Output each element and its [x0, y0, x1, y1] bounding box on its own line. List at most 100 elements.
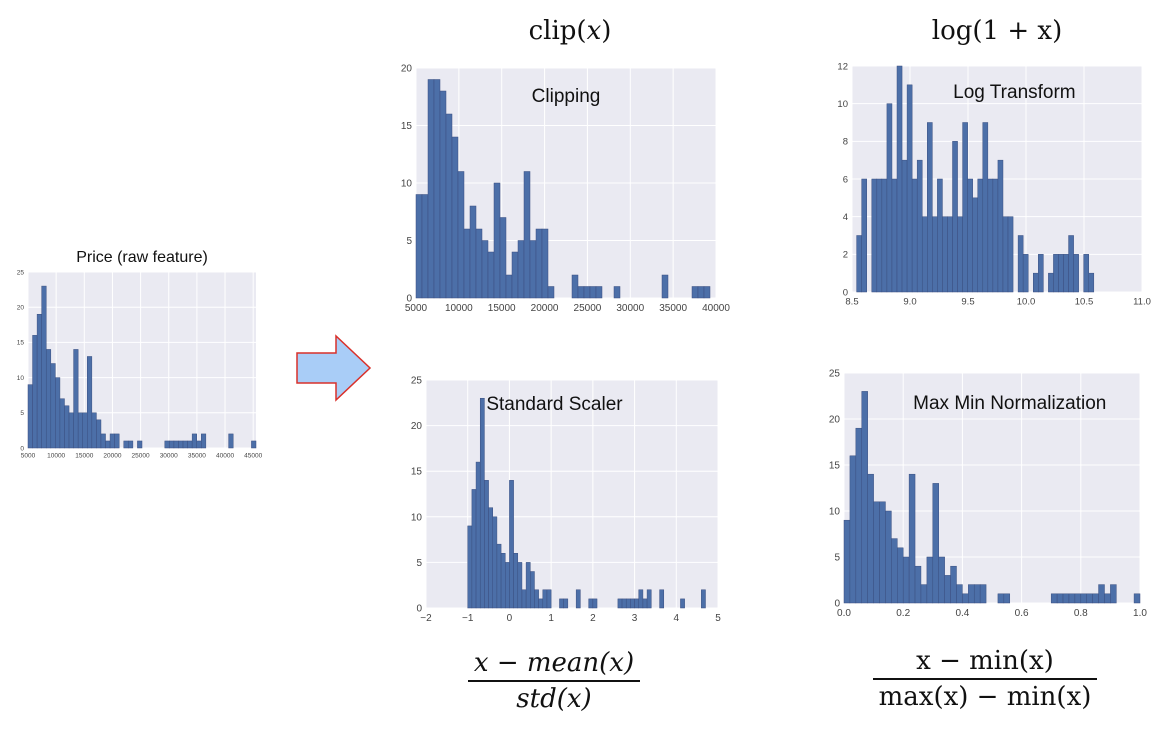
- histogram-bar: [100, 433, 106, 449]
- histogram-bar: [1002, 216, 1009, 293]
- histogram-bar: [876, 178, 883, 293]
- histogram-bar: [947, 216, 953, 293]
- histogram-bar: [987, 178, 994, 293]
- histogram-bar: [415, 194, 423, 299]
- histogram-bar: [886, 103, 893, 293]
- histogram-bar: [45, 349, 52, 449]
- histogram-bar: [505, 274, 513, 299]
- histogram-bar: [542, 589, 548, 609]
- histogram-bar: [901, 159, 908, 293]
- x-tick-label: 4: [674, 613, 680, 624]
- histogram-bar: [538, 598, 544, 609]
- histogram-bar: [589, 286, 597, 299]
- histogram-bar: [82, 412, 88, 449]
- histogram-bar: [1063, 254, 1069, 293]
- x-tick-label: 40000: [702, 303, 730, 314]
- x-tick-label: 2: [590, 613, 596, 624]
- histogram-bar: [1022, 254, 1029, 293]
- histogram-bar: [521, 589, 527, 609]
- histogram-bar: [661, 274, 669, 299]
- histogram-bar: [451, 136, 459, 299]
- histogram-bar: [128, 440, 134, 449]
- histogram-bar: [546, 589, 552, 609]
- histogram-bar: [1068, 593, 1076, 604]
- histogram-bar: [1133, 593, 1141, 604]
- histogram-bar: [187, 440, 193, 449]
- histogram-bar: [109, 433, 115, 449]
- y-tick-label: 25: [17, 269, 25, 276]
- histogram-bar: [856, 235, 862, 293]
- histogram-bar: [169, 440, 175, 449]
- y-tick-label: 10: [411, 512, 423, 523]
- histogram-bar: [956, 584, 963, 604]
- histogram-bar: [77, 412, 83, 449]
- histogram-bar: [703, 286, 711, 299]
- histogram-bar: [471, 489, 477, 609]
- x-tick-label: 3: [632, 613, 638, 624]
- histogram-bar: [196, 440, 202, 449]
- y-tick-label: 20: [401, 64, 413, 75]
- histogram-bar: [457, 171, 465, 299]
- chart-title: Price (raw feature): [76, 249, 208, 266]
- histogram-bar: [484, 480, 489, 609]
- x-tick-label: 5: [715, 613, 721, 624]
- x-tick-label: −2: [420, 613, 432, 624]
- histogram-bar: [916, 159, 923, 293]
- chart-raw-svg: 5000 10000 15000 20000 25000 30000 35000 40000 4…: [17, 249, 263, 460]
- histogram-bar: [27, 384, 33, 449]
- histogram-bar: [534, 589, 539, 609]
- formula-minmax-numerator: x − min(x): [872, 646, 1098, 680]
- histogram-bar: [1033, 272, 1039, 293]
- histogram-bar: [50, 363, 56, 449]
- x-tick-label: 0: [507, 613, 513, 624]
- y-tick-label: 15: [411, 467, 423, 478]
- formula-clip-func: clip: [528, 16, 577, 46]
- histogram-bar: [979, 584, 987, 604]
- x-tick-label: 0.0: [837, 608, 851, 619]
- histogram-bar: [1053, 254, 1059, 293]
- histogram-bar: [509, 480, 514, 609]
- histogram-bar: [914, 565, 922, 604]
- histogram-bar: [1050, 593, 1058, 604]
- y-tick-label: 0: [406, 294, 412, 305]
- x-tick-label: 10.5: [1075, 297, 1094, 308]
- histogram-bar: [467, 525, 473, 609]
- histogram-bar: [492, 516, 498, 609]
- histogram-bar: [849, 455, 857, 604]
- histogram-bar: [1092, 593, 1099, 604]
- histogram-bar: [1074, 593, 1082, 604]
- histogram-bar: [950, 565, 957, 604]
- histogram-bar: [855, 427, 863, 604]
- histogram-bar: [1086, 593, 1093, 604]
- histogram-bar: [621, 598, 627, 609]
- histogram-bar: [630, 598, 635, 609]
- histogram-bar: [938, 556, 945, 604]
- histogram-bar: [992, 178, 999, 293]
- histogram-bar: [173, 440, 179, 449]
- histogram-bar: [571, 274, 579, 299]
- histogram-bar: [1098, 584, 1105, 604]
- histogram-bar: [1068, 235, 1074, 293]
- histogram-bar: [479, 397, 485, 609]
- histogram-bar: [547, 286, 555, 299]
- histogram-bar: [613, 286, 621, 299]
- x-tick-label: 15000: [75, 453, 93, 460]
- y-tick-label: 15: [829, 461, 841, 472]
- histogram-bar: [445, 113, 453, 299]
- x-tick-label: 0.6: [1015, 608, 1029, 619]
- x-tick-label: 15000: [488, 303, 516, 314]
- histogram-bar: [505, 562, 510, 609]
- histogram-bar: [973, 584, 981, 604]
- histogram-bar: [529, 240, 537, 299]
- formula-standard-numerator: x − mean(x): [467, 648, 641, 682]
- histogram-bar: [469, 205, 477, 299]
- histogram-bar: [659, 589, 665, 609]
- y-tick-label: 5: [20, 410, 24, 417]
- histogram-bar: [867, 473, 874, 604]
- histogram-bar: [634, 598, 639, 609]
- histogram-bar: [1048, 272, 1054, 293]
- formula-clip: clip(x): [528, 16, 612, 46]
- chart-log-transform: 8.5 9.0 9.5 10.0 10.5 11.0 0 2 4 6 8 10 12 Log Transf…: [826, 61, 1150, 318]
- histogram-bar: [481, 240, 489, 299]
- histogram-bar: [433, 79, 441, 299]
